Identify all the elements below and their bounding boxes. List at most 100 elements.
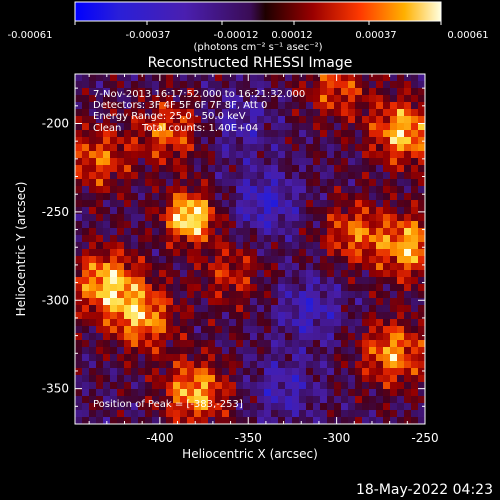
heatmap-cell (166, 256, 174, 264)
heatmap-cell (187, 298, 195, 306)
heatmap-cell (292, 151, 300, 159)
heatmap-cell (278, 382, 286, 390)
heatmap-cell (187, 410, 195, 418)
heatmap-cell (299, 389, 307, 397)
heatmap-cell (152, 417, 160, 424)
heatmap-cell (166, 263, 174, 271)
heatmap-cell (89, 270, 97, 278)
heatmap-cell (222, 368, 230, 376)
heatmap-cell (194, 172, 202, 180)
heatmap-cell (208, 417, 216, 424)
heatmap-cell (187, 123, 195, 131)
heatmap-cell (404, 284, 412, 292)
heatmap-cell (117, 256, 125, 264)
heatmap-cell (397, 368, 405, 376)
heatmap-cell (313, 333, 321, 341)
heatmap-cell (159, 410, 167, 418)
heatmap-cell (152, 305, 160, 313)
heatmap-cell (152, 165, 160, 173)
heatmap-cell (334, 354, 342, 362)
heatmap-cell (404, 305, 412, 313)
heatmap-cell (236, 207, 244, 215)
heatmap-cell (327, 312, 335, 320)
heatmap-cell (89, 375, 97, 383)
heatmap-cell (222, 228, 230, 236)
heatmap-cell (250, 340, 258, 348)
heatmap-cell (313, 207, 321, 215)
heatmap-cell (313, 375, 321, 383)
heatmap-cell (82, 382, 90, 390)
heatmap-cell (411, 354, 419, 362)
heatmap-cell (208, 179, 216, 187)
heatmap-cell (299, 340, 307, 348)
heatmap-cell (411, 284, 419, 292)
heatmap-cell (390, 186, 398, 194)
heatmap-cell (103, 186, 111, 194)
heatmap-cell (348, 137, 356, 145)
heatmap-cell (327, 277, 335, 285)
heatmap-cell (166, 200, 174, 208)
heatmap-cell (299, 235, 307, 243)
heatmap-cell (250, 403, 258, 411)
heatmap-cell (208, 172, 216, 180)
heatmap-cell (145, 242, 153, 250)
heatmap-cell (383, 263, 391, 271)
heatmap-cell (285, 277, 293, 285)
heatmap-cell (201, 242, 209, 250)
heatmap-cell (327, 74, 335, 82)
heatmap-cell (152, 368, 160, 376)
heatmap-cell (215, 123, 223, 131)
heatmap-cell (306, 88, 314, 96)
heatmap-cell (334, 130, 342, 138)
y-tick-label: -200 (42, 116, 69, 130)
heatmap-cell (404, 228, 412, 236)
heatmap-cell (313, 151, 321, 159)
heatmap-cell (180, 116, 188, 124)
heatmap-cell (355, 396, 363, 404)
heatmap-cell (208, 235, 216, 243)
heatmap-cell (110, 375, 118, 383)
heatmap-cell (229, 270, 237, 278)
heatmap-cell (243, 144, 251, 152)
heatmap-cell (124, 116, 132, 124)
heatmap-cell (390, 291, 398, 299)
heatmap-cell (376, 179, 384, 187)
heatmap-cell (229, 221, 237, 229)
heatmap-cell (75, 95, 83, 103)
heatmap-cell (306, 389, 314, 397)
heatmap-cell (299, 221, 307, 229)
heatmap-cell (292, 410, 300, 418)
heatmap-cell (103, 151, 111, 159)
heatmap-cell (411, 326, 419, 334)
heatmap-cell (173, 291, 181, 299)
heatmap-cell (159, 102, 167, 110)
heatmap-cell (166, 165, 174, 173)
heatmap-cell (418, 172, 425, 180)
heatmap-cell (159, 305, 167, 313)
heatmap-cell (166, 221, 174, 229)
heatmap-cell (243, 291, 251, 299)
heatmap-cell (117, 361, 125, 369)
heatmap-cell (285, 291, 293, 299)
heatmap-cell (201, 333, 209, 341)
heatmap-cell (82, 144, 90, 152)
heatmap-cell (96, 347, 104, 355)
heatmap-cell (201, 410, 209, 418)
heatmap-cell (397, 326, 405, 334)
heatmap-cell (131, 347, 139, 355)
heatmap-cell (187, 256, 195, 264)
heatmap-cell (166, 179, 174, 187)
heatmap-cell (306, 214, 314, 222)
heatmap-cell (103, 242, 111, 250)
heatmap-cell (369, 151, 377, 159)
heatmap-cell (362, 130, 370, 138)
heatmap-cell (82, 235, 90, 243)
heatmap-cell (201, 207, 209, 215)
heatmap-cell (208, 263, 216, 271)
heatmap-cell (411, 81, 419, 89)
heatmap-cell (117, 109, 125, 117)
heatmap-cell (103, 74, 111, 82)
x-tick-label: -300 (323, 431, 350, 445)
heatmap-cell (194, 179, 202, 187)
heatmap-cell (180, 396, 188, 404)
